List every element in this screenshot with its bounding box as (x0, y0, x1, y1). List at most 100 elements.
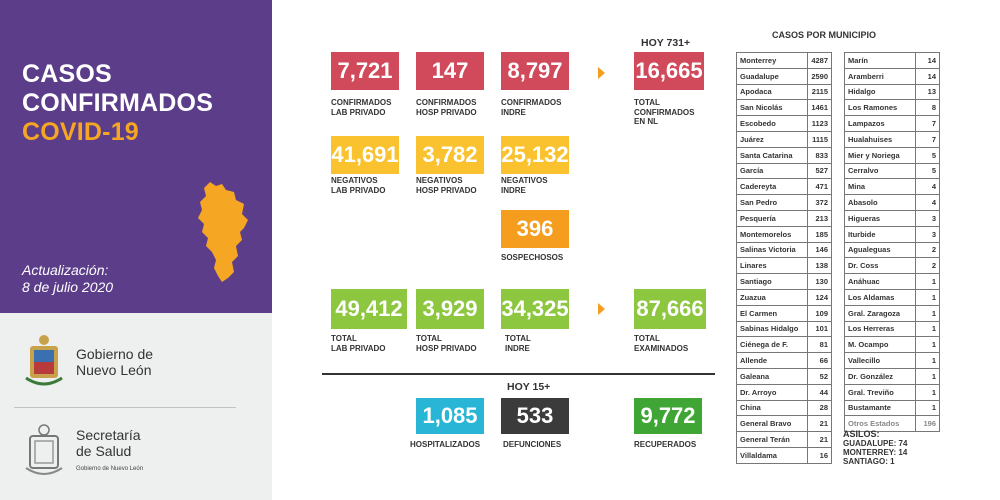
municipio-cases: 185 (807, 225, 832, 243)
municipio-name: Otros Estados (844, 415, 916, 433)
municipio-name: Cadereyta (736, 178, 808, 196)
municipio-name: Montemorelos (736, 225, 808, 243)
municipios-table-1: Monterrey 4287 Guadalupe 2590 Apodaca 2115 San… (736, 52, 832, 464)
municipio-name: Santiago (736, 273, 808, 290)
label-line: INDRE (501, 185, 526, 195)
municipio-name: Marín (844, 52, 916, 69)
municipio-name: Lampazos (844, 115, 916, 132)
table-row: Ciénega de F. 81 (736, 336, 832, 354)
update-info: Actualización: 8 de julio 2020 (22, 262, 113, 296)
table-row: Los Herreras 1 (844, 320, 940, 338)
municipio-cases: 1 (915, 399, 940, 417)
salud-seal-icon (25, 424, 63, 475)
municipio-cases: 66 (807, 352, 832, 369)
confirmados-hosp-privado-label: CONFIRMADOS HOSP PRIVADO (416, 98, 506, 117)
municipio-name: Dr. González (844, 367, 916, 385)
update-date: 8 de julio 2020 (22, 279, 114, 295)
municipio-cases: 44 (807, 383, 832, 401)
municipio-name: Aramberri (844, 67, 916, 85)
municipio-cases: 4 (915, 194, 940, 211)
title-line-1: CASOS (22, 60, 112, 88)
municipio-name: Gral. Treviño (844, 383, 916, 401)
municipio-name: Anáhuac (844, 273, 916, 290)
municipio-cases: 1123 (807, 115, 832, 132)
page-title: CASOS CONFIRMADOS COVID-19 (22, 60, 213, 147)
municipio-name: Vallecillo (844, 352, 916, 369)
label-line: LAB PRIVADO (331, 107, 386, 117)
table-row: Santa Catarina 833 (736, 146, 832, 164)
municipio-name: Salinas Victoria (736, 241, 808, 259)
confirmados-lab-privado-value: 7,721 (331, 52, 399, 90)
salud-line-1: Secretaría (76, 427, 141, 443)
total-confirmados-label: TOTAL CONFIRMADOS EN NL (634, 98, 724, 127)
municipio-cases: 5 (915, 162, 940, 180)
municipio-name: San Pedro (736, 194, 808, 211)
asilos-line: SANTIAGO: 1 (843, 457, 895, 466)
table-row: Agualeguas 2 (844, 241, 940, 259)
municipio-name: Zuazua (736, 288, 808, 306)
label-line: TOTAL (331, 334, 357, 343)
nuevo-leon-map-icon (198, 182, 248, 282)
negativos-lab-privado-value: 41,691 (331, 136, 399, 174)
table-row: Higueras 3 (844, 209, 940, 227)
hoy-15: HOY 15+ (507, 381, 551, 393)
municipio-cases: 213 (807, 209, 832, 227)
municipio-name: Dr. Coss (844, 257, 916, 275)
municipio-name: Abasolo (844, 194, 916, 211)
asilos-title: ASILOS: (843, 429, 880, 439)
municipio-cases: 21 (807, 431, 832, 448)
sospechosos-value: 396 (501, 210, 569, 248)
table-row: Abasolo 4 (844, 194, 940, 211)
table-row: Vallecillo 1 (844, 352, 940, 369)
municipio-cases: 14 (915, 67, 940, 85)
table-row: Salinas Victoria 146 (736, 241, 832, 259)
label-line: INDRE (501, 107, 526, 117)
table-row: Dr. Coss 2 (844, 257, 940, 275)
municipio-cases: 2590 (807, 67, 832, 85)
municipio-cases: 28 (807, 399, 832, 417)
table-row: M. Ocampo 1 (844, 336, 940, 354)
arrow-right-icon (598, 303, 605, 315)
municipio-cases: 1 (915, 352, 940, 369)
label-line: HOSP PRIVADO (416, 185, 477, 195)
municipio-name: Hualahuises (844, 130, 916, 148)
municipio-cases: 109 (807, 304, 832, 322)
municipio-name: M. Ocampo (844, 336, 916, 354)
logo-divider (14, 407, 236, 408)
table-row: Bustamante 1 (844, 399, 940, 417)
gobierno-line-1: Gobierno de (76, 346, 154, 362)
salud-logo: Secretaría de Salud Gobierno de Nuevo Le… (20, 422, 143, 482)
municipio-name: Escobedo (736, 115, 808, 132)
municipio-name: Guadalupe (736, 67, 808, 85)
table-row: Iturbide 3 (844, 225, 940, 243)
municipio-cases: 14 (915, 52, 940, 69)
municipio-cases: 1 (915, 320, 940, 338)
municipio-cases: 81 (807, 336, 832, 354)
confirmados-lab-privado-label: CONFIRMADOS LAB PRIVADO (331, 98, 421, 117)
total-hosp-privado-value: 3,929 (416, 289, 484, 329)
municipios-table-2: Marín 14 Aramberri 14 Hidalgo 13 Los Ramones 8 L… (844, 52, 940, 433)
table-row: General Terán 21 (736, 431, 832, 448)
municipio-cases: 1 (915, 304, 940, 322)
municipio-name: Gral. Zaragoza (844, 304, 916, 322)
defunciones-label: DEFUNCIONES (503, 440, 562, 449)
table-row: Anáhuac 1 (844, 273, 940, 290)
asilos-line: GUADALUPE: 74 (843, 439, 908, 448)
label-line: CONFIRMADOS (634, 107, 695, 117)
table-row: Zuazua 124 (736, 288, 832, 306)
municipio-name: Sabinas Hidalgo (736, 320, 808, 338)
total-lab-privado-label: TOTAL LAB PRIVADO (331, 334, 421, 353)
municipio-cases: 52 (807, 367, 832, 385)
arrow-right-icon (598, 67, 605, 79)
label-line: TOTAL (416, 334, 442, 343)
table-row: El Carmen 109 (736, 304, 832, 322)
municipio-name: Santa Catarina (736, 146, 808, 164)
total-examinados-label: TOTAL EXAMINADOS (634, 334, 724, 353)
label-line: CONFIRMADOS (501, 98, 562, 107)
recuperados-label: RECUPERADOS (634, 440, 697, 449)
confirmados-indre-value: 8,797 (501, 52, 569, 90)
table-row: Dr. González 1 (844, 367, 940, 385)
hoy-confirmados: HOY 731+ (641, 37, 691, 49)
table-row: China 28 (736, 399, 832, 417)
table-row: Cerralvo 5 (844, 162, 940, 180)
